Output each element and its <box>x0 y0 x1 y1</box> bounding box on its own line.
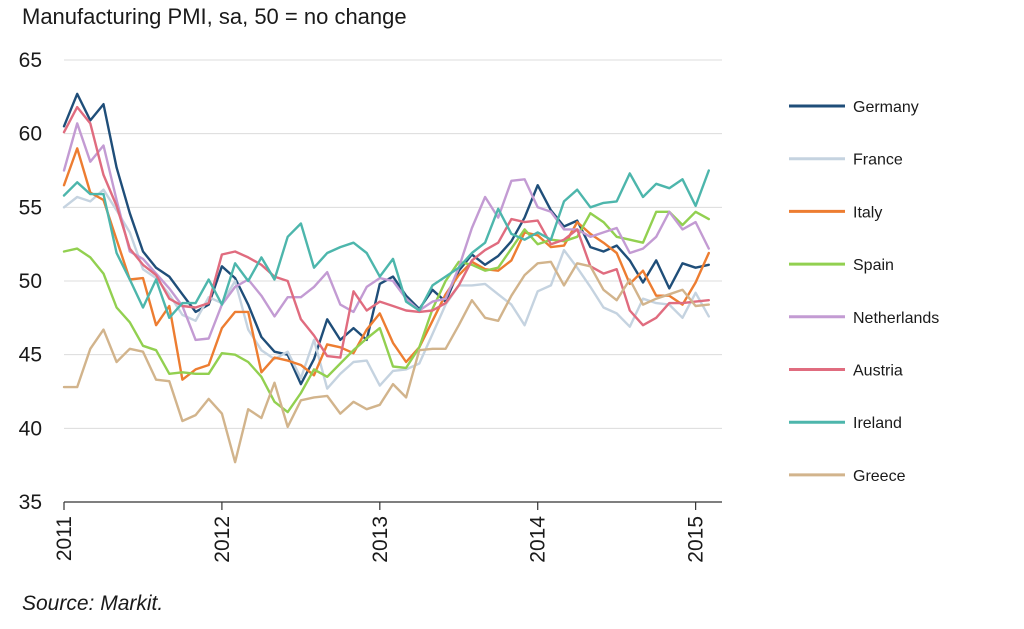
legend-label: Greece <box>853 468 906 485</box>
chart-source: Source: Markit. <box>22 592 164 615</box>
legend-label: Austria <box>853 363 903 380</box>
series-line-italy <box>62 147 710 381</box>
grid-lines <box>64 59 722 429</box>
legend-item-spain: Spain <box>789 257 894 274</box>
series-lines <box>62 92 710 464</box>
legend-label: Italy <box>853 204 882 221</box>
y-tick-label: 40 <box>19 417 42 440</box>
y-tick-label: 45 <box>19 344 42 367</box>
legend-label: Ireland <box>853 415 902 432</box>
legend-item-ireland: Ireland <box>789 415 902 432</box>
series-line-spain <box>62 210 710 414</box>
legend-item-germany: Germany <box>789 99 919 116</box>
legend-label: Germany <box>853 99 919 116</box>
legend: Germany France Italy Spain Netherlands Austri… <box>789 99 939 485</box>
x-tick-label: 2015 <box>685 516 708 563</box>
y-tick-label: 50 <box>19 270 42 293</box>
axes: 35 40 45 50 55 60 65 2011 2012 2013 2014 2015 <box>19 49 722 563</box>
series-line-netherlands <box>62 122 710 342</box>
legend-item-netherlands: Netherlands <box>789 310 939 327</box>
legend-label: Spain <box>853 257 894 274</box>
legend-item-greece: Greece <box>789 468 906 485</box>
legend-label: Netherlands <box>853 310 939 327</box>
legend-label: France <box>853 152 903 169</box>
x-tick-label: 2014 <box>527 516 550 563</box>
chart-title: Manufacturing PMI, sa, 50 = no change <box>22 4 407 29</box>
y-tick-label: 55 <box>19 196 42 219</box>
legend-item-italy: Italy <box>789 204 882 221</box>
legend-item-austria: Austria <box>789 363 903 380</box>
series-line-france <box>62 188 710 390</box>
y-tick-label: 35 <box>19 491 42 514</box>
legend-item-france: France <box>789 152 903 169</box>
y-tick-label: 60 <box>19 123 42 146</box>
x-tick-label: 2012 <box>211 516 234 563</box>
series-line-germany <box>62 92 710 386</box>
x-tick-label: 2011 <box>53 516 76 561</box>
series-line-austria <box>62 105 710 359</box>
y-tick-label: 65 <box>19 49 42 72</box>
x-tick-label: 2013 <box>369 516 392 563</box>
series-line-greece <box>62 260 710 464</box>
series-line-ireland <box>62 169 710 319</box>
